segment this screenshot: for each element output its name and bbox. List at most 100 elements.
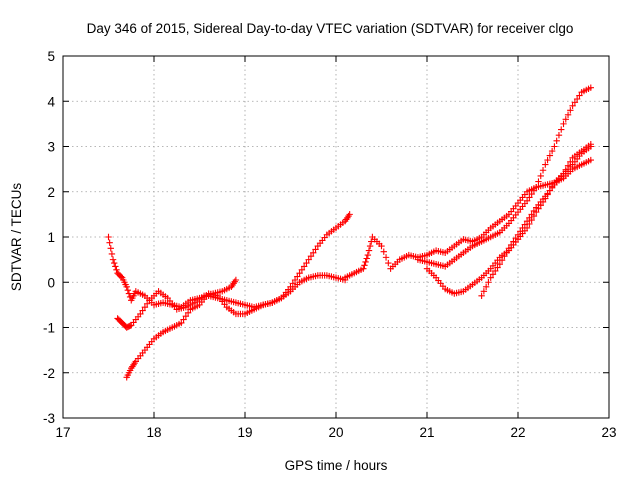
- data-point: [108, 250, 116, 258]
- grid-lines: [63, 56, 609, 418]
- data-point: [346, 211, 353, 218]
- data-point: [182, 312, 190, 320]
- data-point: [124, 286, 132, 294]
- data-point: [113, 266, 120, 274]
- series-track-d: [341, 156, 594, 281]
- data-point: [364, 251, 372, 259]
- x-tick-label: 18: [146, 425, 161, 440]
- series-track-c: [123, 272, 349, 381]
- y-tick-label: 3: [47, 140, 55, 155]
- data-point: [492, 267, 499, 275]
- data-point: [553, 137, 560, 145]
- data-point: [485, 279, 492, 286]
- data-point: [478, 292, 485, 300]
- data-point: [107, 245, 114, 252]
- y-tick-label: 4: [47, 94, 55, 109]
- data-point: [125, 290, 133, 297]
- data-point: [535, 178, 542, 185]
- data-point: [519, 224, 526, 232]
- data-point: [507, 241, 515, 249]
- y-axis-label: SDTVAR / TECUs: [9, 183, 24, 292]
- data-point: [494, 264, 501, 271]
- data-point: [362, 258, 369, 266]
- x-tick-label: 20: [328, 425, 343, 440]
- data-point: [298, 266, 306, 274]
- data-point: [378, 242, 385, 250]
- series-track-a: [105, 211, 353, 311]
- y-tick-label: 1: [47, 230, 55, 245]
- data-point: [573, 95, 581, 103]
- x-axis-label: GPS time / hours: [285, 458, 388, 473]
- data-point: [587, 141, 594, 148]
- y-tick-label: 2: [47, 185, 55, 200]
- data-point: [503, 249, 510, 256]
- x-tick-label: 17: [55, 425, 70, 440]
- x-tick-label: 19: [237, 425, 252, 440]
- data-point: [569, 102, 576, 109]
- data-point: [294, 273, 301, 280]
- data-point: [489, 271, 497, 278]
- x-tick-label: 23: [601, 425, 616, 440]
- x-tick-label: 21: [419, 425, 434, 440]
- data-point: [526, 194, 533, 201]
- data-point: [143, 300, 151, 307]
- data-point: [587, 156, 594, 164]
- data-point: [523, 217, 531, 225]
- data-point: [523, 197, 531, 204]
- data-point: [106, 239, 113, 246]
- y-tick-label: -3: [43, 411, 55, 426]
- data-point: [303, 259, 310, 267]
- data-point: [517, 228, 524, 235]
- data-point: [530, 207, 538, 215]
- data-point: [232, 276, 240, 284]
- data-point: [141, 303, 149, 311]
- y-tick-label: 5: [47, 49, 55, 64]
- data-point: [571, 99, 579, 106]
- data-point: [510, 238, 517, 245]
- data-point: [300, 263, 308, 270]
- series-track-e: [414, 84, 594, 270]
- data-point: [498, 256, 506, 264]
- data-point: [526, 214, 533, 221]
- data-point: [380, 248, 387, 255]
- data-point: [587, 84, 594, 91]
- data-point: [551, 143, 558, 150]
- data-point: [558, 126, 565, 133]
- data-point: [564, 162, 572, 169]
- data-point: [137, 310, 144, 318]
- data-point: [178, 319, 185, 327]
- data-point: [544, 156, 551, 164]
- data-point: [501, 253, 508, 260]
- data-point: [514, 231, 522, 238]
- data-point: [126, 322, 134, 330]
- data-point: [291, 276, 299, 284]
- data-point: [184, 309, 192, 316]
- data-point: [310, 249, 317, 257]
- data-point: [512, 234, 519, 242]
- data-point: [555, 131, 563, 139]
- data-point: [363, 255, 370, 262]
- y-tick-label: -2: [43, 366, 55, 381]
- data-point: [365, 247, 373, 254]
- data-point: [180, 316, 187, 323]
- data-point: [542, 161, 549, 168]
- series-track-b: [114, 276, 240, 331]
- data-point: [305, 256, 312, 263]
- data-point: [361, 262, 368, 269]
- data-point: [562, 166, 569, 173]
- data-point: [521, 221, 529, 228]
- data-point: [567, 158, 574, 165]
- data-point: [562, 116, 569, 123]
- data-point: [537, 172, 544, 180]
- data-point: [528, 211, 535, 218]
- chart-title: Day 346 of 2015, Sidereal Day-to-day VTE…: [87, 21, 574, 36]
- data-point: [382, 254, 390, 261]
- data-point: [482, 283, 490, 290]
- data-point: [576, 92, 583, 99]
- data-point: [548, 147, 556, 155]
- data-point: [539, 167, 547, 174]
- data-point: [289, 280, 296, 287]
- y-tick-label: 0: [47, 275, 55, 290]
